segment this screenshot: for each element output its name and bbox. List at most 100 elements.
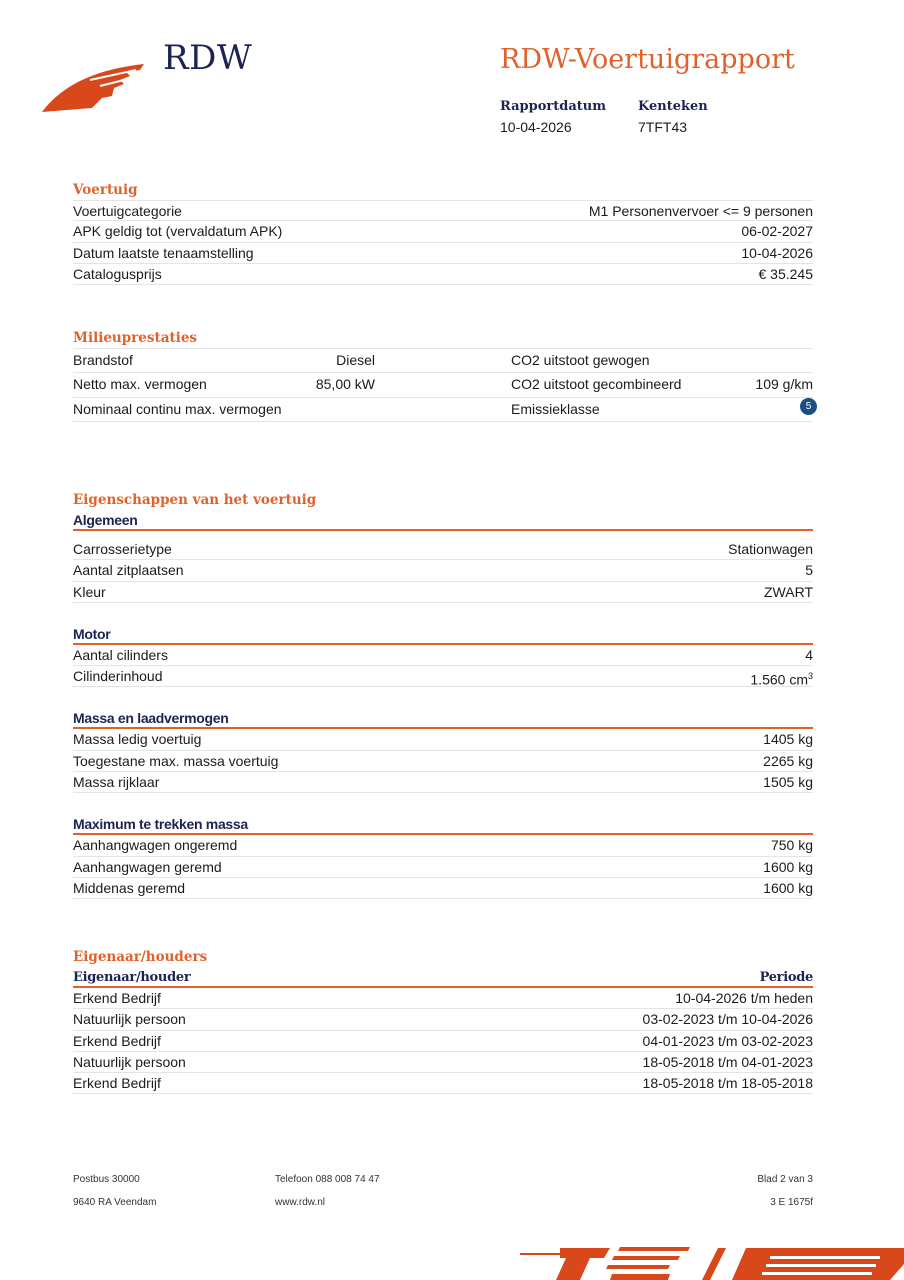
cell-gap (375, 398, 511, 422)
table-row: APK geldig tot (vervaldatum APK) 06-02-20… (73, 221, 813, 243)
row-label: Natuurlijk persoon (73, 1053, 186, 1070)
row-label: Brandstof (73, 352, 133, 368)
section-eigenaar: Eigenaar/houders Eigenaar/houder Periode… (73, 947, 813, 1095)
row-value: 06-02-2027 (741, 221, 813, 241)
row-label: Natuurlijk persoon (73, 1011, 186, 1028)
group-trekken: Maximum te trekken massa Aanhangwagen ong… (73, 814, 813, 900)
row-label: Aantal cilinders (73, 646, 168, 663)
row-value-text: 04-01-2023 t/m 03-02-2023 (642, 1032, 813, 1049)
row-value: Diesel (336, 352, 375, 368)
row-value: 10-04-2026 t/m heden (675, 988, 813, 1008)
row-value-text: 4 (805, 646, 813, 663)
row-value-text: € 35.245 (758, 265, 814, 282)
table-row: Aanhangwagen geremd 1600 kg (73, 857, 813, 878)
table-row: Carrosserietype Stationwagen (73, 539, 813, 561)
group-massa: Massa en laadvermogen Massa ledig voertui… (73, 708, 813, 794)
row-label: Kleur (73, 583, 106, 600)
row-label: Carrosserietype (73, 541, 172, 557)
subsection-heading: Algemeen (73, 510, 813, 531)
footer-web[interactable]: www.rdw.nl (275, 1197, 326, 1208)
row-value: 10-04-2026 (741, 243, 813, 263)
cell-gap (375, 373, 511, 398)
group-algemeen: Algemeen Carrosserietype Stationwagen Aanta… (73, 510, 813, 603)
table-row: Massa rijklaar 1505 kg (73, 772, 813, 794)
report-date: 10-04-2026 (500, 119, 572, 135)
row-label: Catalogusprijs (73, 265, 162, 282)
plate-label: Kenteken (638, 99, 708, 114)
right-cell: CO2 uitstoot gewogen (511, 349, 813, 374)
report-date-label: Rapportdatum (500, 99, 606, 114)
footer-phone: Telefoon 088 008 74 47 (275, 1174, 380, 1185)
row-label: CO2 uitstoot gecombineerd (511, 376, 682, 393)
section-eigenschappen: Eigenschappen van het voertuig Algemeen C… (73, 490, 813, 900)
row-label: Emissieklasse (511, 400, 600, 417)
row-value: Stationwagen (728, 539, 813, 559)
row-label: Massa rijklaar (73, 774, 160, 791)
row-value-text: 18-05-2018 t/m 04-01-2023 (642, 1053, 813, 1070)
row-value: M1 Personenvervoer <= 9 personen (589, 201, 813, 220)
row-value-text: 1405 kg (763, 731, 813, 748)
subsection-heading: Maximum te trekken massa (73, 814, 813, 836)
row-value-text: ZWART (764, 583, 813, 600)
subsection-heading: Motor (73, 624, 813, 645)
table-row: Aantal cilinders 4 (73, 645, 813, 667)
col-owner: Eigenaar/houder (73, 970, 191, 985)
row-value: 5 (805, 560, 813, 580)
table-row: Cilinderinhoud 1.560 cm3 (73, 666, 813, 688)
row-label: Aanhangwagen geremd (73, 858, 222, 875)
row-label: Erkend Bedrijf (73, 1075, 161, 1092)
section-heading: Eigenaar/houders (73, 949, 208, 965)
plate-number: 7TFT43 (638, 119, 688, 135)
row-value: 1600 kg (763, 857, 813, 877)
row-value-text: 03-02-2023 t/m 10-04-2026 (642, 1011, 813, 1028)
table-row: Catalogusprijs € 35.245 (73, 264, 814, 286)
table-row: Brandstof Diesel CO2 uitstoot gewogen (73, 349, 813, 374)
row-value: 03-02-2023 t/m 10-04-2026 (643, 1009, 813, 1029)
row-value: 1.560 cm3 (750, 666, 813, 688)
row-value-text: 1505 kg (763, 774, 813, 791)
row-label: Aanhangwagen ongeremd (73, 837, 238, 854)
cell-gap (375, 349, 511, 374)
row-label: Erkend Bedrijf (73, 1032, 161, 1049)
rdw-stripes-logo-icon (520, 1247, 904, 1280)
left-cell: Brandstof Diesel (73, 349, 375, 374)
row-label: Datum laatste tenaamstelling (73, 244, 254, 261)
row-value-text: 2265 kg (763, 752, 813, 769)
row-value-text: M1 Personenvervoer <= 9 personen (588, 203, 813, 219)
row-label: Erkend Bedrijf (73, 990, 161, 1006)
row-value: 4 (805, 645, 813, 665)
row-label: Aantal zitplaatsen (73, 562, 184, 579)
row-label: Netto max. vermogen (73, 376, 207, 393)
subsection-heading: Massa en laadvermogen (73, 708, 813, 730)
row-value: 18-05-2018 t/m 18-05-2018 (643, 1073, 813, 1093)
col-period: Periode (759, 970, 814, 985)
table-row: Nominaal continu max. vermogen Emissiekla… (73, 397, 817, 422)
row-label: Middenas geremd (73, 879, 186, 896)
row-value: 04-01-2023 t/m 03-02-2023 (643, 1031, 813, 1051)
table-row: Erkend Bedrijf 18-05-2018 t/m 18-05-2018 (73, 1073, 813, 1095)
table-row: Middenas geremd 1600 kg (73, 878, 813, 900)
row-value-text: Stationwagen (728, 541, 813, 557)
row-label: APK geldig tot (vervaldatum APK) (73, 223, 283, 240)
left-cell: Netto max. vermogen 85,00 kW (73, 373, 375, 398)
group-motor: Motor Aantal cilinders 4 Cilinderinhoud 1.56… (73, 624, 813, 688)
row-value: 1600 kg (763, 878, 813, 898)
table-row: Toegestane max. massa voertuig 2265 kg (73, 751, 813, 773)
owner-table-header: Eigenaar/houder Periode (73, 967, 813, 988)
row-value: 18-05-2018 t/m 04-01-2023 (643, 1052, 813, 1072)
row-value: 750 kg (771, 835, 813, 855)
row-label: Nominaal continu max. vermogen (73, 400, 282, 417)
row-value: 1505 kg (763, 772, 813, 792)
section-heading: Voertuig (73, 182, 138, 198)
table-row: Netto max. vermogen 85,00 kW CO2 uitstoot … (73, 373, 813, 398)
section-milieu: Milieuprestaties Brandstof Diesel CO2 uits… (73, 328, 817, 422)
table-row: Massa ledig voertuig 1405 kg (73, 729, 813, 751)
table-row: Datum laatste tenaamstelling 10-04-2026 (73, 243, 813, 264)
row-value-text: 18-05-2018 t/m 18-05-2018 (642, 1075, 813, 1092)
table-row: Voertuigcategorie M1 Personenvervoer <= 9… (73, 200, 813, 222)
row-value: 109 g/km (755, 376, 813, 393)
row-value-text: 1600 kg (763, 879, 813, 896)
row-value: 85,00 kW (315, 376, 375, 393)
report-title: RDW-Voertuigrapport (500, 44, 795, 75)
row-value-text: 10-04-2026 t/m heden (675, 990, 813, 1006)
